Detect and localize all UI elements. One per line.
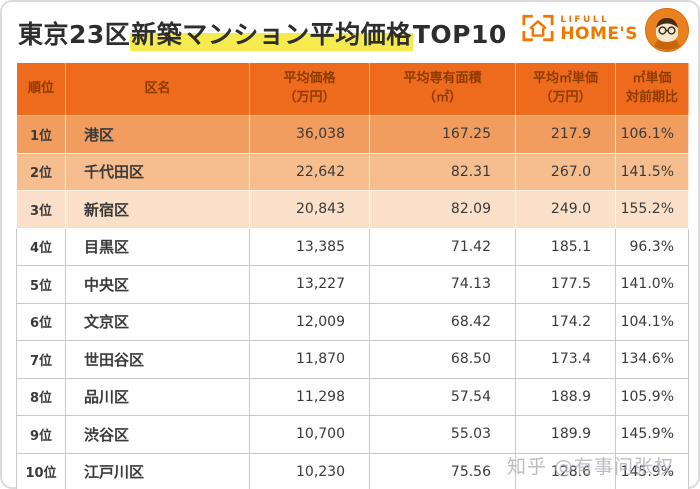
- rank-cell: 2位: [16, 152, 66, 191]
- avg-area-cell: 82.09: [369, 190, 516, 229]
- ward-name-cell: 品川区: [65, 377, 250, 416]
- watermark: 知乎 @有事问张权: [507, 456, 675, 478]
- brand-name-bottom: HOME'S: [560, 23, 638, 44]
- house-in-brackets-icon: [522, 14, 554, 47]
- avg-unit-price-cell: 267.0: [515, 152, 616, 191]
- rank-cell: 1位: [16, 115, 66, 154]
- mascot-avatar-icon: [644, 7, 690, 53]
- ward-name-cell: 港区: [65, 115, 250, 154]
- table-row: 3位 新宿区 20,843 82.09 249.0 155.2%: [16, 190, 689, 229]
- page-title: 東京23区新築マンション平均価格TOP10: [18, 15, 507, 51]
- table-row: 6位 文京区 12,009 68.42 174.2 104.1%: [16, 302, 689, 341]
- unit-price-yoy-cell: 134.6%: [615, 340, 689, 379]
- ward-name-cell: 世田谷区: [65, 340, 250, 379]
- avg-unit-price-cell: 177.5: [515, 265, 616, 304]
- unit-price-yoy-cell: 155.2%: [615, 190, 689, 229]
- avg-unit-price-cell: 188.9: [515, 377, 616, 416]
- rank-cell: 7位: [16, 340, 66, 379]
- avg-price-cell: 13,227: [249, 265, 370, 304]
- avg-unit-price-cell: 174.2: [515, 302, 616, 341]
- brand-name-top: LIFULL: [560, 15, 610, 26]
- avg-unit-price-cell: 189.9: [515, 415, 616, 454]
- column-header: 平均専有面積 （㎡）: [369, 62, 516, 116]
- table-row: 7位 世田谷区 11,870 68.50 173.4 134.6%: [16, 340, 689, 379]
- ward-name-cell: 新宿区: [65, 190, 250, 229]
- table-body: 1位 港区 36,038 167.25 217.9 106.1% 2位 千代田区 22,642 8…: [16, 115, 689, 489]
- table-row: 8位 品川区 11,298 57.54 188.9 105.9%: [16, 377, 689, 416]
- table-row: 4位 目黒区 13,385 71.42 185.1 96.3%: [16, 227, 689, 266]
- unit-price-yoy-cell: 141.5%: [615, 152, 689, 191]
- avg-price-cell: 10,230: [249, 452, 370, 489]
- rank-cell: 8位: [16, 377, 66, 416]
- rank-cell: 3位: [16, 190, 66, 229]
- avg-price-cell: 13,385: [249, 227, 370, 266]
- ward-name-cell: 中央区: [65, 265, 250, 304]
- unit-price-yoy-cell: 145.9%: [615, 415, 689, 454]
- column-header: 平均㎡単価 （万円）: [515, 62, 616, 116]
- title-highlight: 新築マンション平均価格: [130, 20, 413, 51]
- lifull-homes-logo: LIFULL HOME'S: [522, 7, 690, 53]
- unit-price-yoy-cell: 96.3%: [615, 227, 689, 266]
- rank-cell: 6位: [16, 302, 66, 341]
- column-header: ㎡単価 対前期比: [615, 62, 689, 116]
- unit-price-yoy-cell: 105.9%: [615, 377, 689, 416]
- rank-cell: 10位: [16, 452, 66, 489]
- column-header: 順位: [16, 62, 66, 116]
- avg-price-cell: 11,870: [249, 340, 370, 379]
- table-row: 9位 渋谷区 10,700 55.03 189.9 145.9%: [16, 415, 689, 454]
- avg-unit-price-cell: 249.0: [515, 190, 616, 229]
- title-suffix: TOP10: [412, 20, 507, 49]
- ward-name-cell: 千代田区: [65, 152, 250, 191]
- avg-price-cell: 22,642: [249, 152, 370, 191]
- unit-price-yoy-cell: 145.9%: [615, 452, 689, 489]
- rank-cell: 9位: [16, 415, 66, 454]
- avg-area-cell: 55.03: [369, 415, 516, 454]
- avg-area-cell: 75.56: [369, 452, 516, 489]
- avg-area-cell: 71.42: [369, 227, 516, 266]
- table-row: 10位 江戸川区 10,230 75.56 128.6 145.9%: [16, 452, 689, 489]
- avg-price-cell: 12,009: [249, 302, 370, 341]
- avg-area-cell: 82.31: [369, 152, 516, 191]
- unit-price-yoy-cell: 104.1%: [615, 302, 689, 341]
- avg-price-cell: 36,038: [249, 115, 370, 154]
- table-row: 2位 千代田区 22,642 82.31 267.0 141.5%: [16, 152, 689, 191]
- avg-price-cell: 20,843: [249, 190, 370, 229]
- title-prefix: 東京23区: [18, 20, 131, 49]
- avg-price-cell: 10,700: [249, 415, 370, 454]
- column-header: 平均価格 （万円）: [249, 62, 370, 116]
- rank-cell: 4位: [16, 227, 66, 266]
- table-row: 1位 港区 36,038 167.25 217.9 106.1%: [16, 115, 689, 154]
- avg-price-cell: 11,298: [249, 377, 370, 416]
- avg-area-cell: 57.54: [369, 377, 516, 416]
- ward-name-cell: 目黒区: [65, 227, 250, 266]
- avg-area-cell: 167.25: [369, 115, 516, 154]
- ward-name-cell: 江戸川区: [65, 452, 250, 489]
- ward-name-cell: 渋谷区: [65, 415, 250, 454]
- rank-cell: 5位: [16, 265, 66, 304]
- avg-area-cell: 68.50: [369, 340, 516, 379]
- avg-unit-price-cell: 128.6: [515, 452, 616, 489]
- column-header: 区名: [65, 62, 250, 116]
- table-row: 5位 中央区 13,227 74.13 177.5 141.0%: [16, 265, 689, 304]
- ranking-table: 順位 区名 平均価格 （万円） 平均専有面積 （㎡） 平均㎡単価 （万円） ㎡単価 対前期…: [16, 62, 689, 489]
- unit-price-yoy-cell: 106.1%: [615, 115, 689, 154]
- avg-unit-price-cell: 173.4: [515, 340, 616, 379]
- table-header-row: 順位 区名 平均価格 （万円） 平均専有面積 （㎡） 平均㎡単価 （万円） ㎡単価 対前期…: [16, 62, 689, 116]
- unit-price-yoy-cell: 141.0%: [615, 265, 689, 304]
- avg-area-cell: 74.13: [369, 265, 516, 304]
- avg-area-cell: 68.42: [369, 302, 516, 341]
- avg-unit-price-cell: 185.1: [515, 227, 616, 266]
- ward-name-cell: 文京区: [65, 302, 250, 341]
- avg-unit-price-cell: 217.9: [515, 115, 616, 154]
